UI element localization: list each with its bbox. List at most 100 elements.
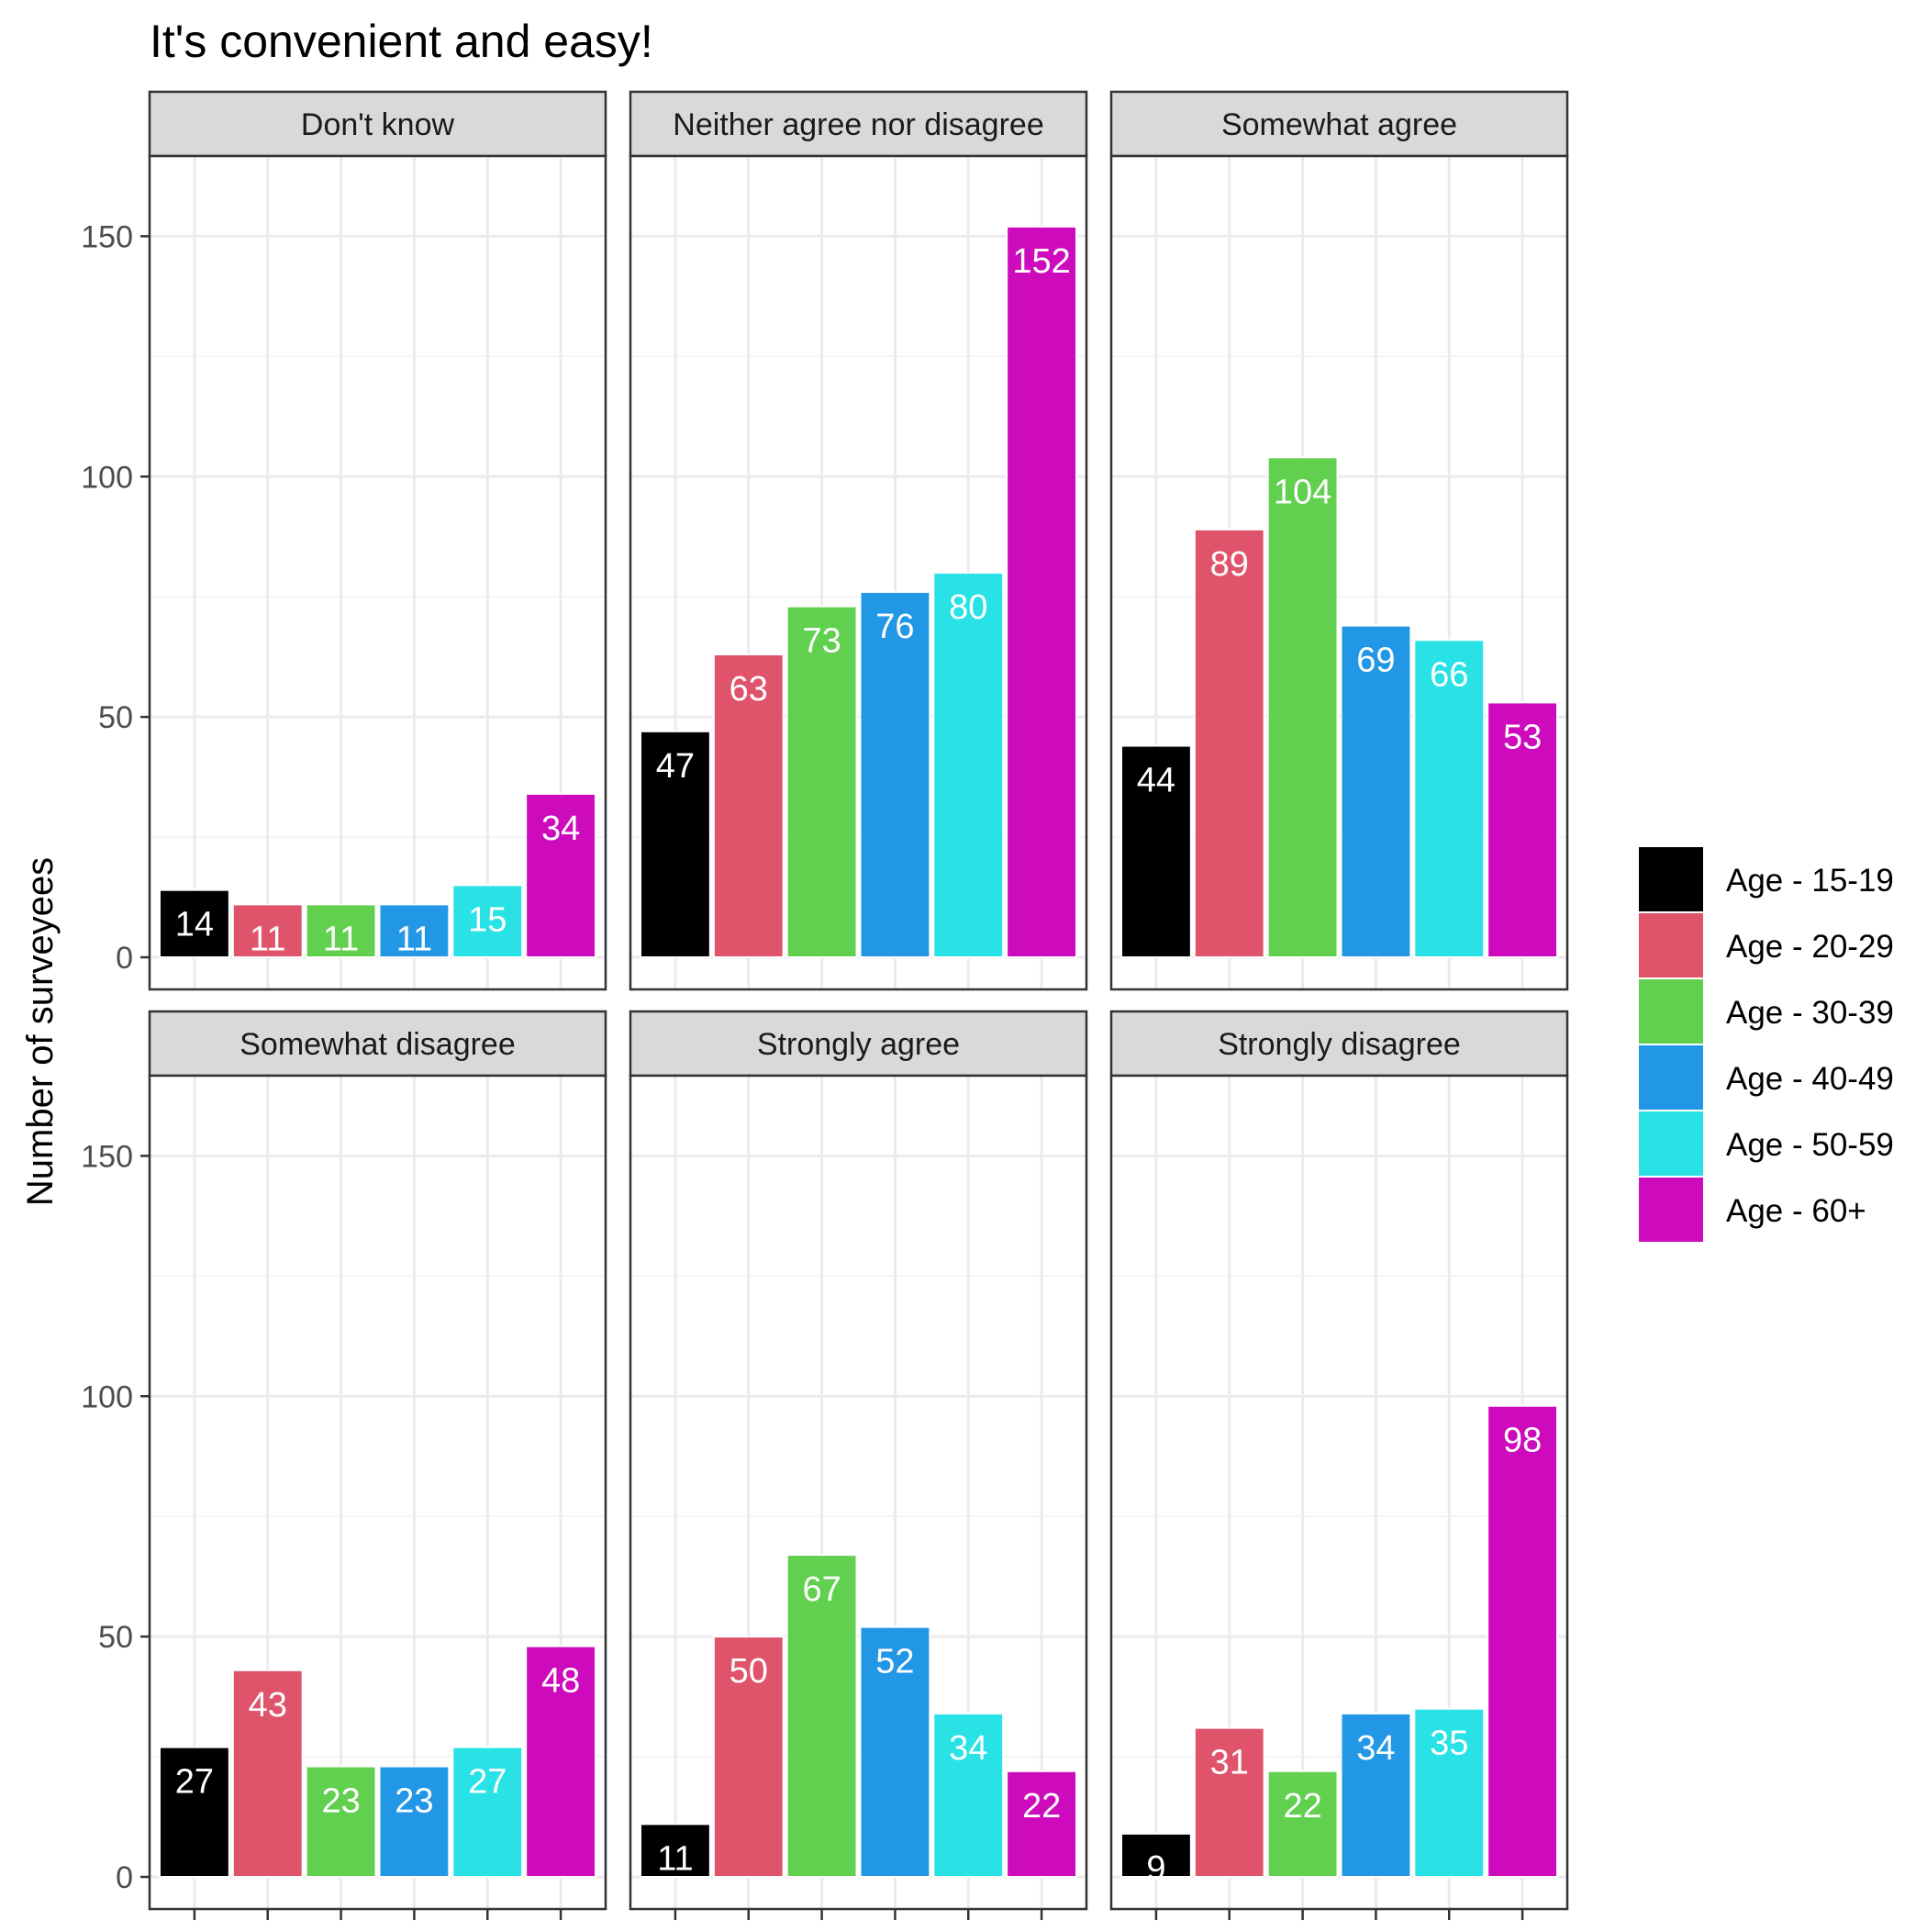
panel-border: [629, 154, 1088, 991]
panel-border: [629, 1074, 1088, 1911]
bar-value-label: 69: [1356, 642, 1395, 680]
bar: [1340, 1712, 1412, 1879]
bar: [158, 888, 230, 958]
legend-label: Age - 30-39: [1726, 995, 1894, 1031]
bar: [1119, 1832, 1192, 1879]
legend-key: [1637, 1176, 1705, 1244]
bar: [231, 903, 304, 959]
bar-value-label: 98: [1503, 1422, 1542, 1460]
facet-strip-label: Neither agree nor disagree: [673, 107, 1043, 142]
legend-key: [1637, 1044, 1705, 1111]
facet-strip: [1109, 90, 1569, 158]
y-tick-label: 100: [81, 1379, 133, 1414]
panel-border: [1109, 154, 1569, 991]
bar-value-label: 50: [730, 1652, 768, 1691]
facet-strip-label: Somewhat disagree: [239, 1027, 516, 1062]
bar: [785, 1554, 858, 1879]
bar: [859, 590, 931, 958]
bar: [305, 903, 377, 959]
bar-value-label: 63: [730, 670, 768, 709]
legend-key: [1637, 977, 1705, 1045]
legend-label: Age - 20-29: [1726, 929, 1894, 965]
bar-value-label: 43: [249, 1686, 287, 1725]
bar: [1413, 639, 1486, 958]
bar: [1487, 701, 1559, 958]
legend-label: Age - 50-59: [1726, 1127, 1894, 1163]
bar-value-label: 15: [468, 900, 507, 939]
bar: [1193, 1726, 1265, 1878]
legend-key: [1637, 911, 1705, 979]
facet-strip-label: Strongly agree: [757, 1027, 960, 1062]
facet-strip: [1109, 1010, 1569, 1078]
bar-value-label: 44: [1137, 762, 1175, 800]
bar-value-label: 34: [541, 810, 580, 848]
facet-strip: [148, 90, 607, 158]
bar-value-label: 76: [875, 608, 914, 646]
facet-strip-label: Strongly disagree: [1218, 1027, 1461, 1062]
facet-strip-label: Somewhat agree: [1221, 107, 1457, 142]
bar: [1340, 624, 1412, 958]
bar-value-label: 23: [395, 1782, 433, 1821]
bar: [932, 572, 1005, 958]
bar: [525, 792, 597, 958]
facet-strip: [148, 1010, 607, 1078]
bar-value-label: 27: [468, 1763, 507, 1802]
bar: [158, 1746, 230, 1879]
facet-strip-label: Don't know: [301, 107, 455, 142]
bar-value-label: 22: [1022, 1787, 1061, 1826]
bar-value-label: 14: [175, 906, 214, 944]
bar-value-label: 52: [875, 1643, 914, 1681]
bar: [378, 903, 451, 959]
bar: [639, 1823, 711, 1878]
y-tick-label: 150: [81, 219, 133, 254]
y-tick-label: 100: [81, 460, 133, 495]
legend-key: [1637, 845, 1705, 913]
bar-value-label: 47: [656, 747, 695, 786]
bar-value-label: 89: [1210, 545, 1249, 584]
bar: [859, 1625, 931, 1879]
panel-background: [630, 1076, 1086, 1909]
y-tick-label: 50: [98, 1620, 133, 1655]
y-axis-label: Number of surveyees: [20, 857, 61, 1206]
bar-value-label: 53: [1503, 718, 1542, 756]
facet-strip: [629, 90, 1088, 158]
bar-value-label: 11: [323, 920, 359, 958]
bar: [785, 605, 858, 958]
panel-border: [1109, 1074, 1569, 1911]
panel-border: [148, 154, 607, 991]
y-tick-label: 50: [98, 700, 133, 735]
bar-value-label: 22: [1283, 1787, 1321, 1826]
bar: [1119, 744, 1192, 958]
bar-value-label: 80: [949, 588, 987, 627]
bar-value-label: 34: [1356, 1729, 1395, 1768]
bar-value-label: 34: [949, 1729, 987, 1768]
bar: [1006, 1770, 1078, 1879]
y-tick-label: 0: [116, 941, 133, 976]
legend-key: [1637, 1110, 1705, 1178]
legend-label: Age - 15-19: [1726, 863, 1894, 899]
bar: [932, 1712, 1005, 1879]
bar-value-label: 31: [1210, 1744, 1249, 1782]
bar-value-label: 104: [1274, 473, 1331, 511]
bar: [1266, 456, 1339, 958]
bar: [525, 1645, 597, 1878]
bar: [712, 653, 785, 958]
bar: [231, 1669, 304, 1878]
bar-value-label: 11: [657, 1839, 693, 1878]
bar-value-label: 9: [1146, 1849, 1165, 1888]
legend-label: Age - 60+: [1726, 1193, 1866, 1229]
bar-value-label: 35: [1430, 1725, 1468, 1763]
bar-value-label: 73: [802, 622, 841, 661]
bar: [1266, 1770, 1339, 1879]
bar-value-label: 23: [321, 1782, 360, 1821]
bar: [712, 1636, 785, 1878]
chart-title: It's convenient and easy!: [150, 16, 653, 67]
bar: [305, 1765, 377, 1878]
bar: [1487, 1404, 1559, 1878]
bar-value-label: 67: [802, 1570, 841, 1609]
legend-label: Age - 40-49: [1726, 1061, 1894, 1097]
bar: [451, 884, 524, 958]
bar-value-label: 48: [541, 1662, 580, 1701]
